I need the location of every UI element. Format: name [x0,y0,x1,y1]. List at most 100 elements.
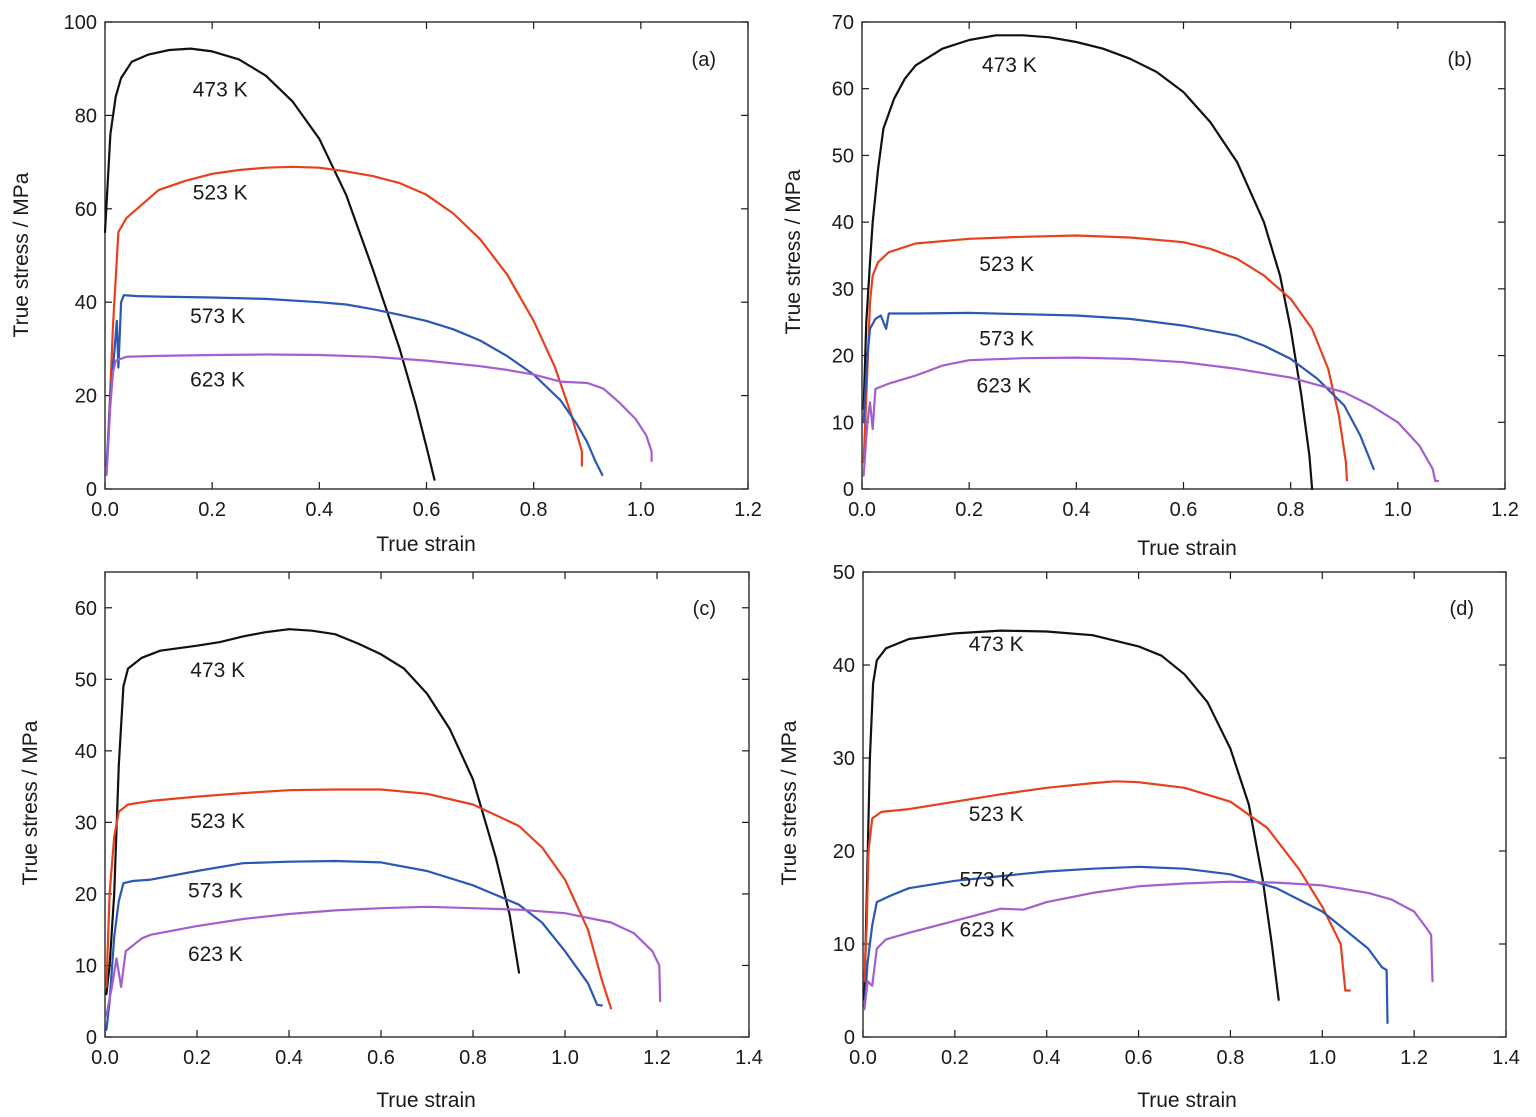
x-tick-label: 0.0 [849,1047,877,1069]
x-tick-label: 0.8 [1277,499,1305,521]
series-label-573-k: 573 K [190,305,245,328]
x-tick-label: 0.4 [1062,499,1090,521]
x-tick-label: 0.0 [848,499,876,521]
curve-573-k [862,311,1375,471]
y-tick-label: 0 [86,479,97,501]
y-axis-title: True stress / MPa [778,720,801,885]
x-tick-label: 0.8 [520,499,548,521]
curves [862,34,1440,491]
y-tick-label: 20 [832,346,854,368]
y-tick-label: 0 [843,479,854,501]
curve-523-k [106,165,584,467]
x-tick-label: 1.2 [643,1047,671,1069]
panel-label: (c) [693,598,716,620]
series-label-523-k: 523 K [190,810,245,833]
curves [105,628,662,1031]
x-tick-label: 1.0 [1384,499,1412,521]
x-tick-label: 0.4 [275,1047,303,1069]
series-label-623-k: 623 K [188,943,243,966]
y-tick-label: 30 [75,812,97,834]
curve-623-k [105,905,662,1017]
x-tick-label: 1.2 [734,499,762,521]
series-labels: 473 K 523 K 573 K 623 K [188,659,245,966]
series-label-623-k: 623 K [190,368,245,391]
y-tick-label: 10 [75,955,97,977]
x-tick-label: 0.4 [1033,1047,1061,1069]
y-tick-label: 30 [833,748,855,770]
x-tick-label: 1.0 [627,499,655,521]
curve-573-k [105,294,604,477]
x-tick-label: 0.0 [91,1047,119,1069]
x-tick-label: 0.6 [1125,1047,1153,1069]
tick-marks: 0.0 0.2 0.4 0.6 0.8 1.0 1.2 0 20 40 60 80 100 [64,12,762,521]
x-tick-label: 0.2 [198,499,226,521]
series-label-473-k: 473 K [969,633,1024,656]
series-label-523-k: 523 K [979,253,1034,276]
series-label-623-k: 623 K [960,919,1015,942]
y-tick-label: 10 [832,412,854,434]
panel-a: 0.0 0.2 0.4 0.6 0.8 1.0 1.2 0 20 40 60 80 100 473 K 5… [10,12,762,556]
y-tick-label: 0 [844,1027,855,1049]
x-tick-label: 1.4 [1492,1047,1520,1069]
x-axis-title: True strain [1137,537,1237,560]
x-tick-label: 1.2 [1400,1047,1428,1069]
panel-label: (a) [692,49,716,71]
x-tick-label: 0.6 [367,1047,395,1069]
curve-573-k [863,865,1389,1025]
tick-marks: 0.0 0.2 0.4 0.6 0.8 1.0 1.2 1.4 0 10 20 30 40 50 [833,562,1520,1069]
series-label-573-k: 573 K [979,328,1034,351]
y-tick-label: 60 [832,79,854,101]
x-tick-label: 1.0 [551,1047,579,1069]
y-tick-label: 40 [75,292,97,314]
curve-473-k [863,629,1280,1001]
curve-523-k [862,234,1349,482]
series-labels: 473 K 523 K 573 K 623 K [960,633,1024,942]
x-axis-title: True strain [376,533,476,556]
y-tick-label: 20 [75,386,97,408]
y-tick-label: 70 [832,12,854,34]
y-axis-title: True stress / MPa [10,172,33,337]
y-tick-label: 50 [75,669,97,691]
curves [863,629,1434,1025]
x-axis-title: True strain [1137,1089,1237,1112]
curve-623-k [105,353,653,477]
tick-marks: 0.0 0.2 0.4 0.6 0.8 1.0 1.2 0 10 20 30 40 50 60 70 [832,12,1519,521]
x-tick-label: 1.2 [1491,499,1519,521]
x-tick-label: 0.6 [1170,499,1198,521]
plot-frame [862,571,1507,1038]
curve-523-k [863,780,1351,992]
curve-473-k [103,47,436,481]
series-labels: 473 K 523 K 573 K 623 K [190,79,248,392]
curve-623-k [862,356,1440,483]
x-tick-label: 0.2 [941,1047,969,1069]
y-tick-label: 60 [75,199,97,221]
y-tick-label: 50 [833,562,855,584]
series-label-573-k: 573 K [188,880,243,903]
panel-d: 0.0 0.2 0.4 0.6 0.8 1.0 1.2 1.4 0 10 20 30 40 50 473 … [778,562,1520,1112]
x-tick-label: 0.6 [413,499,441,521]
y-axis-title: True stress / MPa [19,720,42,885]
panel-b: 0.0 0.2 0.4 0.6 0.8 1.0 1.2 0 10 20 30 40 50 60 70 473… [782,12,1519,560]
y-tick-label: 30 [832,279,854,301]
y-tick-label: 60 [75,598,97,620]
panel-label: (b) [1448,49,1472,71]
series-label-473-k: 473 K [193,79,248,102]
x-tick-label: 0.8 [459,1047,487,1069]
x-tick-label: 0.8 [1217,1047,1245,1069]
x-tick-label: 0.2 [955,499,983,521]
y-tick-label: 20 [833,841,855,863]
x-tick-label: 1.0 [1308,1047,1336,1069]
x-tick-label: 1.4 [735,1047,763,1069]
panel-c: 0.0 0.2 0.4 0.6 0.8 1.0 1.2 1.4 0 10 20 30 40 50 60 47… [19,571,763,1112]
y-tick-label: 80 [75,105,97,127]
y-axis-title: True stress / MPa [782,169,805,334]
x-axis-title: True strain [376,1089,476,1112]
curve-623-k [863,880,1434,1011]
curve-473-k [862,34,1314,491]
curve-523-k [105,788,613,1010]
series-label-473-k: 473 K [982,54,1037,77]
series-labels: 473 K 523 K 573 K 623 K [977,54,1037,397]
curve-473-k [105,628,521,996]
series-label-623-k: 623 K [977,374,1032,397]
